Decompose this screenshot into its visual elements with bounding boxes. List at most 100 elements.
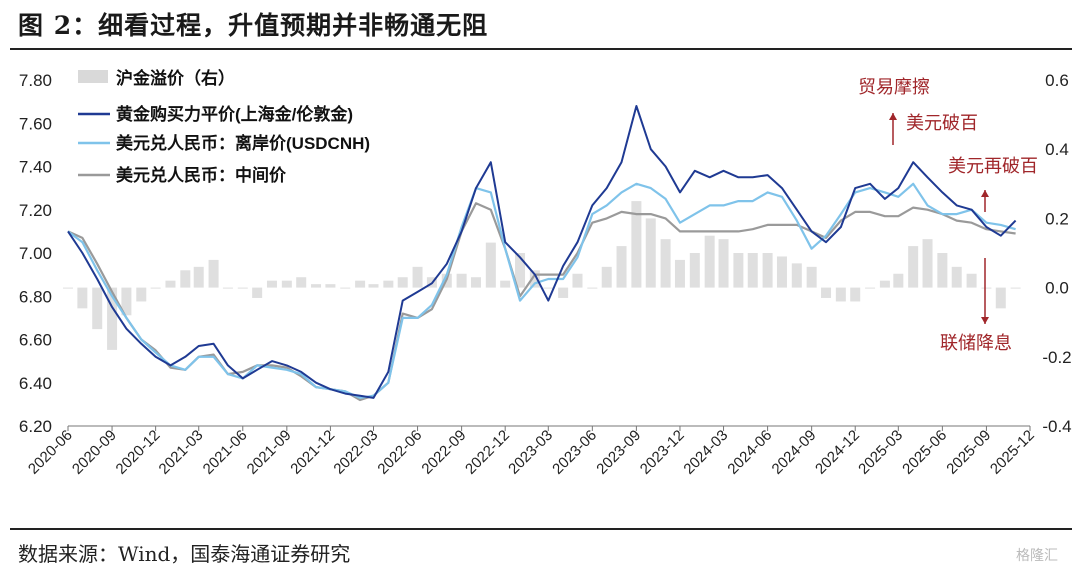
premium-bar — [92, 287, 103, 330]
x-axis-ticks: 2020-062020-092020-122021-032021-062021-… — [25, 426, 1038, 478]
source-note: 数据来源：Wind，国泰海通证券研究 — [18, 542, 351, 566]
series-line — [67, 202, 1016, 402]
x-tick-label: 2025-03 — [855, 427, 906, 478]
premium-bar — [340, 287, 351, 289]
premium-bar — [136, 287, 147, 302]
premium-bar — [966, 273, 977, 288]
premium-bar — [222, 287, 233, 289]
annotation-arrow-trade-head — [889, 113, 897, 120]
premium-bar — [821, 287, 832, 298]
y-right-tick-label: -0.2 — [1042, 348, 1071, 367]
premium-bar — [63, 287, 73, 289]
series-lines — [67, 105, 1017, 402]
x-tick-label: 2022-06 — [374, 427, 425, 478]
annotation-fed-cut: 联储降息 — [940, 333, 1012, 353]
premium-bar — [865, 287, 876, 289]
premium-bar — [572, 273, 583, 288]
premium-bar — [355, 280, 366, 288]
y-left-tick-label: 7.60 — [19, 114, 52, 133]
y-left-tick-label: 7.00 — [19, 244, 52, 263]
premium-bar — [397, 277, 408, 288]
premium-bar — [485, 242, 496, 288]
premium-bar — [1010, 287, 1021, 289]
x-tick-label: 2023-12 — [637, 427, 688, 478]
legend: 沪金溢价（右） 黄金购买力平价(上海金/伦敦金) 美元兑人民币：离岸价(USDCNH… — [78, 68, 370, 185]
y-right-tick-label: -0.4 — [1042, 417, 1071, 436]
premium-bar — [281, 280, 292, 288]
annotation-dollar-100: 美元破百 — [906, 113, 978, 133]
premium-bar — [835, 287, 846, 302]
premium-bar — [77, 287, 88, 309]
premium-bar — [747, 253, 758, 288]
y-right-tick-label: 0.4 — [1045, 140, 1069, 159]
annotation-dollar-100-again: 美元再破百 — [948, 156, 1038, 176]
premium-bar — [601, 266, 612, 288]
figure-title: 图 2：细看过程，升值预期并非畅通无阻 — [18, 11, 489, 40]
premium-bar — [456, 273, 467, 288]
premium-bar — [674, 259, 685, 288]
premium-bar — [543, 287, 554, 289]
premium-bar — [733, 253, 744, 288]
premium-bar — [165, 280, 176, 288]
premium-bar — [470, 277, 481, 288]
x-tick-label: 2021-06 — [200, 427, 251, 478]
premium-bar — [208, 259, 219, 288]
annotation-arrow-dollar-head — [981, 190, 989, 197]
right-axis-ticks: -0.4 -0.2 0.0 0.2 0.4 0.6 — [1042, 71, 1071, 436]
premium-bar — [558, 287, 569, 298]
x-tick-label: 2022-03 — [330, 427, 381, 478]
premium-bar — [325, 284, 336, 288]
premium-bar — [150, 287, 161, 289]
premium-bar — [908, 246, 919, 288]
x-tick-label: 2025-06 — [899, 427, 950, 478]
annotation-trade-friction: 贸易摩擦 — [858, 77, 930, 97]
x-tick-label: 2024-03 — [680, 427, 731, 478]
x-tick-label: 2021-12 — [287, 427, 338, 478]
x-tick-label: 2020-12 — [113, 427, 164, 478]
y-right-tick-label: 0.2 — [1045, 209, 1069, 228]
legend-swatch — [78, 70, 108, 83]
premium-bar — [368, 284, 379, 288]
legend-label: 美元兑人民币：中间价 — [116, 165, 287, 185]
premium-bar — [266, 280, 277, 288]
y-left-tick-label: 7.80 — [19, 71, 52, 90]
x-tick-label: 2023-09 — [593, 427, 644, 478]
y-left-tick-label: 6.40 — [19, 374, 52, 393]
premium-bar — [180, 270, 191, 288]
premium-bar — [660, 239, 671, 288]
chart-svg: 6.20 6.40 6.60 6.80 7.00 7.20 7.40 7.60 7.80 -0.… — [19, 68, 1072, 478]
x-tick-label: 2023-03 — [505, 427, 556, 478]
premium-bar — [879, 280, 890, 288]
x-tick-label: 2023-06 — [549, 427, 600, 478]
premium-bar — [922, 239, 933, 288]
premium-bar — [412, 266, 423, 288]
legend-label: 沪金溢价（右） — [116, 68, 235, 88]
premium-bar — [311, 284, 322, 288]
x-tick-label: 2021-03 — [156, 427, 207, 478]
premium-bar — [850, 287, 861, 302]
premium-bar — [616, 246, 627, 288]
premium-bars — [63, 201, 1021, 350]
premium-bar — [529, 270, 540, 288]
premium-bar — [776, 256, 787, 288]
premium-bar — [296, 277, 307, 288]
premium-bar — [107, 287, 118, 350]
premium-bar — [383, 280, 394, 288]
x-tick-label: 2024-12 — [812, 427, 863, 478]
premium-bar — [791, 263, 802, 288]
premium-bar — [631, 201, 642, 288]
premium-bar — [762, 253, 773, 288]
top-rule — [10, 48, 1072, 50]
x-tick-label: 2022-12 — [462, 427, 513, 478]
x-tick-label: 2024-06 — [724, 427, 775, 478]
x-tick-label: 2025-09 — [943, 427, 994, 478]
y-right-tick-label: 0.6 — [1045, 71, 1069, 90]
premium-bar — [718, 239, 729, 288]
premium-bar — [515, 253, 526, 288]
watermark-logo: 格隆汇 — [1016, 548, 1058, 564]
premium-bar — [645, 218, 656, 288]
premium-bar — [806, 266, 817, 288]
y-left-tick-label: 6.80 — [19, 287, 52, 306]
